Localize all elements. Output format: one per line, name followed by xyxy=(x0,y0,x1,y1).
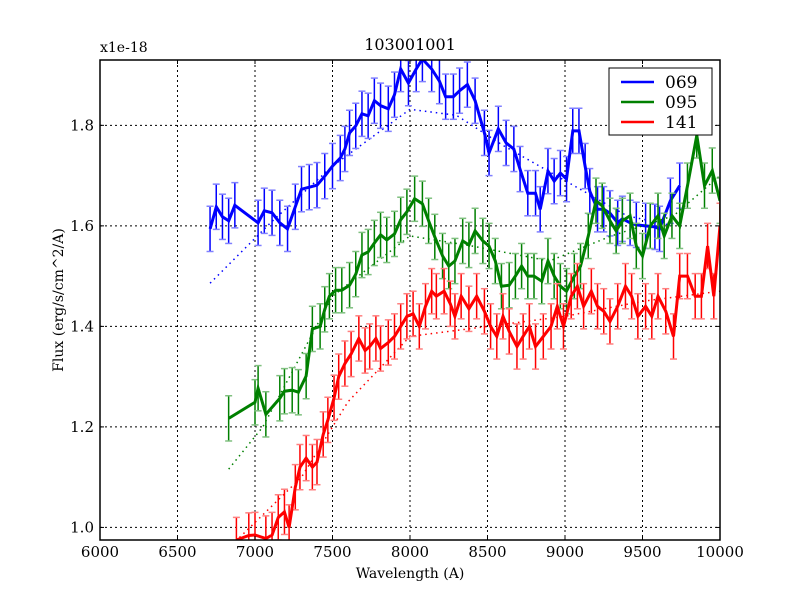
legend-label: 069 xyxy=(665,73,697,93)
y-tick-label: 1.2 xyxy=(70,418,94,436)
x-tick-label: 7500 xyxy=(313,543,351,561)
x-tick-label: 8000 xyxy=(391,543,429,561)
legend-label: 141 xyxy=(665,113,697,133)
model-trend-line xyxy=(228,175,720,470)
y-tick-label: 1.8 xyxy=(70,116,94,134)
series-141 xyxy=(232,202,720,540)
y-tick-label: 1.0 xyxy=(70,518,94,536)
series-line xyxy=(208,60,681,232)
x-tick-label: 7000 xyxy=(236,543,274,561)
x-tick-label: 6000 xyxy=(81,543,119,561)
legend-item-069: 069 xyxy=(621,73,697,93)
x-tick-label: 9500 xyxy=(623,543,661,561)
series-line xyxy=(227,135,720,420)
x-tick-label: 9000 xyxy=(546,543,584,561)
x-axis-label: Wavelength (A) xyxy=(356,566,465,582)
legend-label: 095 xyxy=(665,93,697,113)
chart-title: 103001001 xyxy=(364,35,456,54)
x-tick-label: 6500 xyxy=(158,543,196,561)
legend-item-141: 141 xyxy=(621,113,697,133)
x-tick-label: 8500 xyxy=(468,543,506,561)
y-tick-label: 1.4 xyxy=(70,317,94,335)
y-axis-label: Flux (erg/s/cm^2/A) xyxy=(51,228,67,372)
series-layer xyxy=(206,60,720,540)
x-tick-label: 10000 xyxy=(696,543,744,561)
legend-item-095: 095 xyxy=(621,93,697,113)
axis-ticks: 6000 6500 7000 7500 8000 8500 9000 9500 10000 1.0… xyxy=(70,60,744,561)
series-095 xyxy=(225,112,720,470)
y-tick-label: 1.6 xyxy=(70,217,94,235)
y-offset-label: x1e-18 xyxy=(100,40,148,56)
legend: 069 095 141 xyxy=(608,67,713,136)
series-line xyxy=(235,225,720,540)
